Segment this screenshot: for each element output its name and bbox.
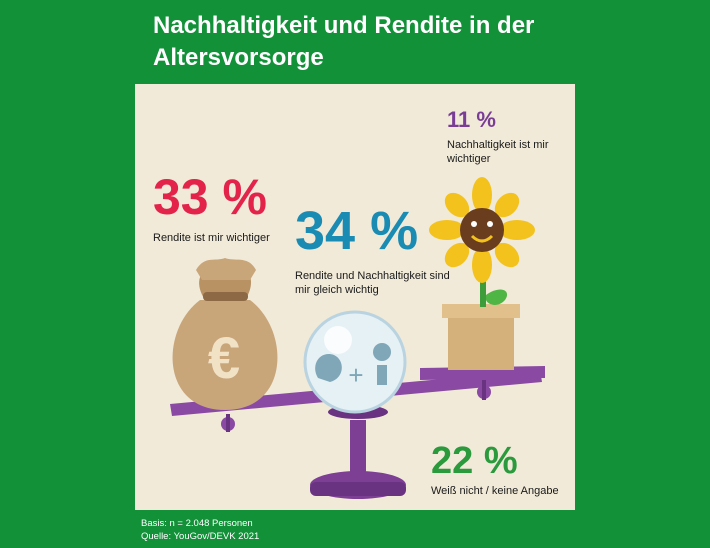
- svg-text:€: €: [208, 326, 240, 391]
- value-label-nachhaltigkeit: 11 %: [447, 107, 496, 132]
- value-label-gleich: 34 %: [295, 201, 419, 261]
- sunflower-pot-icon: [429, 177, 535, 370]
- category-label-rendite: Rendite ist mir wichtiger: [153, 232, 270, 244]
- svg-text:+: +: [348, 360, 363, 390]
- money-bag-euro-icon: €: [172, 258, 278, 410]
- value-label-weiss-nicht: 22 %: [431, 440, 518, 482]
- crystal-ball-icon: +: [303, 310, 407, 414]
- category-label-nachhaltigkeit: Nachhaltigkeit ist mir wichtiger: [447, 139, 549, 165]
- category-label-weiss-nicht: Weiß nicht / keine Angabe: [431, 485, 559, 497]
- page-title: Nachhaltigkeit und Rendite in der Alters…: [153, 12, 535, 71]
- value-label-rendite: 33 %: [153, 169, 267, 225]
- footer-source: Quelle: YouGov/DEVK 2021: [141, 531, 260, 542]
- category-label-gleich: Rendite und Nachhaltigkeit sind mir glei…: [295, 270, 450, 296]
- footer-basis: Basis: n = 2.048 Personen: [141, 518, 253, 529]
